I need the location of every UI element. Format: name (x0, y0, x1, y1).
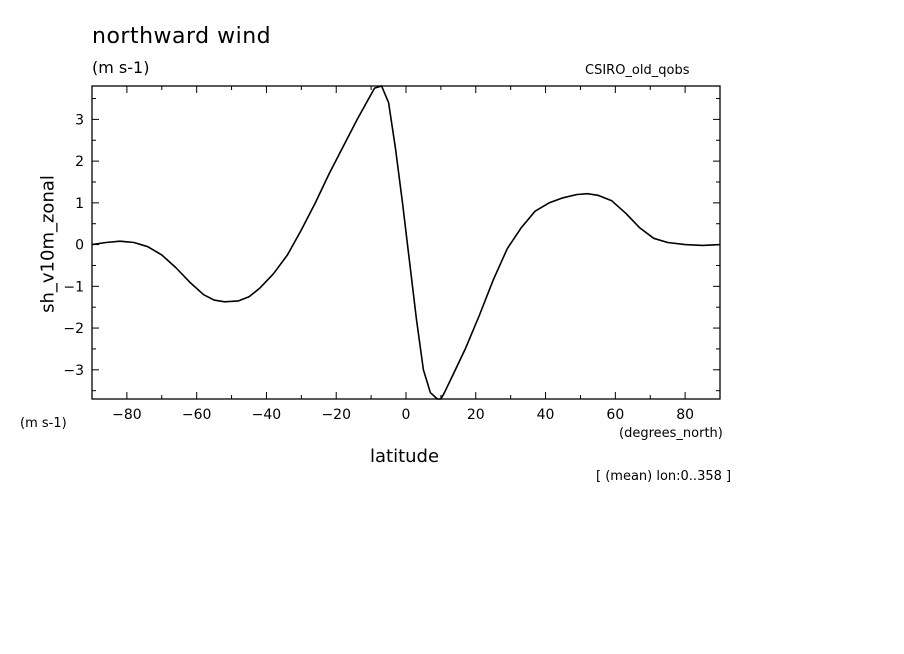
y-tick-label: 1 (75, 196, 84, 212)
x-tick-label: 40 (537, 407, 555, 423)
y-tick-label: 2 (75, 154, 84, 170)
x-tick-label: 80 (676, 407, 694, 423)
chart-title: northward wind (92, 24, 272, 49)
x-tick-label: −40 (252, 407, 282, 423)
tick-labels: −80 −60 −40 −20 0 20 40 60 80 −3 −2 −1 0 1 2 3 (63, 112, 694, 423)
averaging-note: [ (mean) lon:0..358 ] (596, 469, 732, 484)
y-tick-label: −3 (63, 363, 84, 379)
y-tick-label: −2 (63, 321, 84, 337)
x-tick-label: 20 (467, 407, 485, 423)
source-label: CSIRO_old_qobs (585, 63, 690, 78)
chart-units: (m s-1) (92, 58, 150, 77)
x-tick-label: 60 (606, 407, 624, 423)
x-tick-label: −20 (321, 407, 351, 423)
y-tick-label: −1 (63, 279, 84, 295)
y-axis-units: (m s-1) (20, 416, 67, 431)
x-axis-units: (degrees_north) (619, 426, 723, 441)
axis-ticks (91, 86, 721, 399)
x-tick-label: 0 (402, 407, 411, 423)
y-tick-label: 3 (75, 112, 84, 128)
series-line (91, 85, 721, 400)
x-axis-label: latitude (370, 446, 440, 467)
x-tick-label: −80 (112, 407, 142, 423)
plot-frame (91, 85, 721, 400)
y-tick-label: 0 (75, 238, 84, 254)
x-tick-label: −60 (182, 407, 212, 423)
